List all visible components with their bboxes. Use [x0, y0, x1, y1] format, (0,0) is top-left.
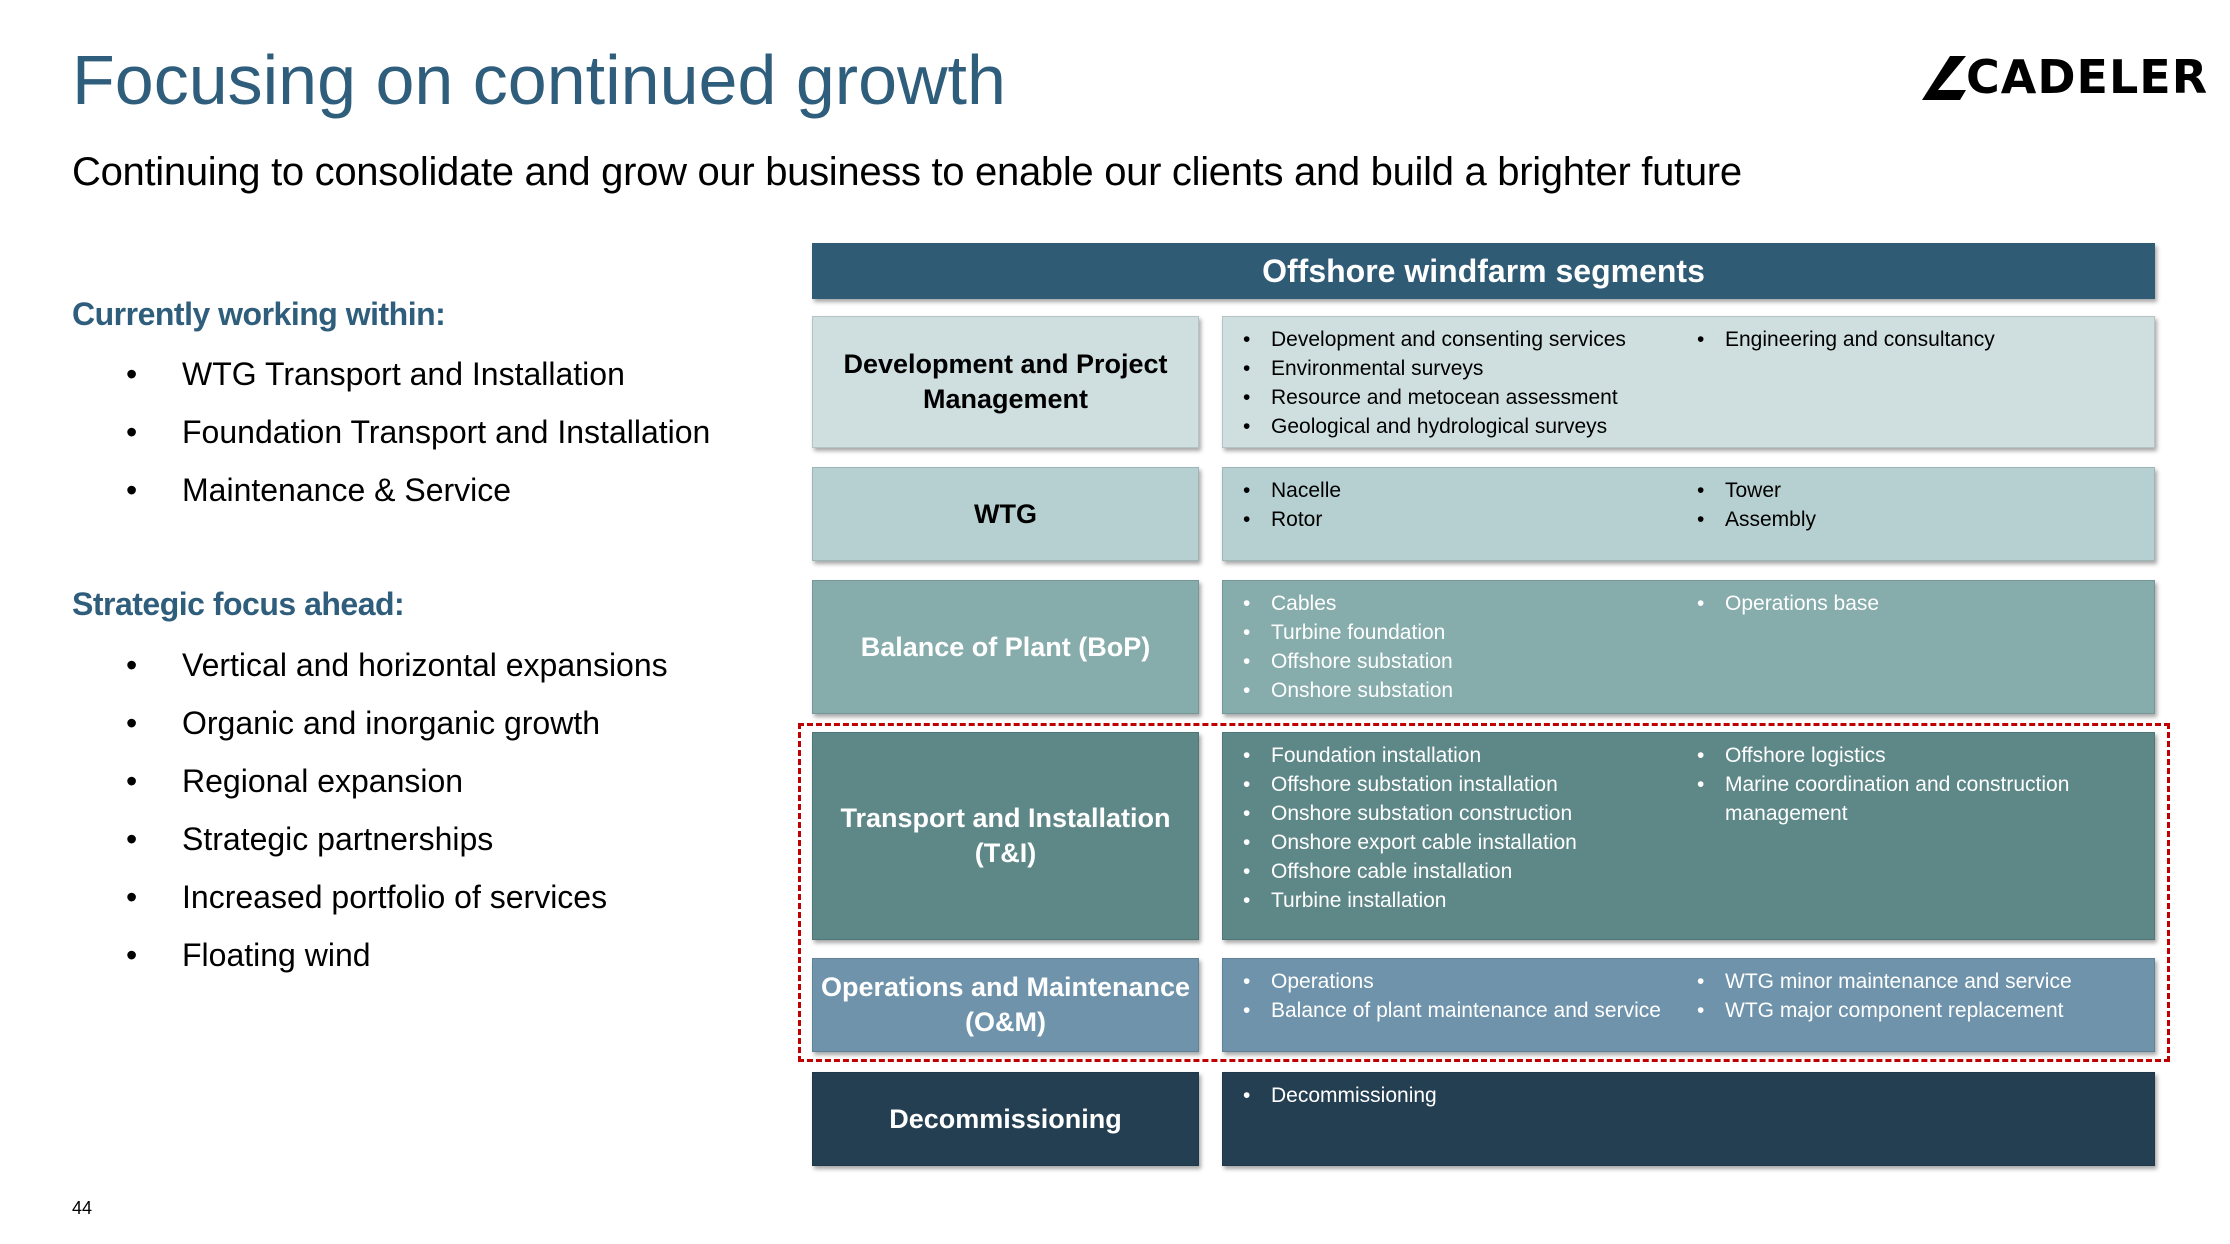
segment-detail-development: Development and consenting services Envi… — [1222, 316, 2155, 448]
page-number: 44 — [72, 1198, 93, 1218]
list-item: WTG Transport and Installation — [126, 345, 710, 403]
segment-detail-om: Operations Balance of plant maintenance … — [1222, 958, 2155, 1052]
list-item: Onshore export cable installation — [1237, 828, 1677, 857]
list-item: Nacelle — [1237, 476, 1677, 505]
list-item: Strategic partnerships — [126, 810, 668, 868]
list-item: Foundation Transport and Installation — [126, 403, 710, 461]
list-item: Geological and hydrological surveys — [1237, 412, 1677, 441]
current-heading: Currently working within: — [72, 296, 446, 332]
list-item: Operations — [1237, 967, 1677, 996]
list-item: Foundation installation — [1237, 741, 1677, 770]
logo-mark-icon — [1922, 56, 1966, 100]
segment-label-wtg: WTG — [812, 467, 1199, 561]
segment-detail-wtg: Nacelle Rotor Tower Assembly — [1222, 467, 2155, 561]
focus-highlight-box — [798, 723, 2170, 1062]
list-item: Floating wind — [126, 926, 668, 984]
page-title: Focusing on continued growth — [72, 41, 1006, 119]
list-item: Turbine installation — [1237, 886, 1677, 915]
list-item: WTG minor maintenance and service — [1691, 967, 2151, 996]
list-item: Onshore substation — [1237, 676, 1677, 705]
segment-label-om: Operations and Maintenance (O&M) — [812, 958, 1199, 1052]
list-item: Decommissioning — [1237, 1081, 1677, 1110]
list-item: Onshore substation construction — [1237, 799, 1677, 828]
list-item: Assembly — [1691, 505, 2151, 534]
segments-header: Offshore windfarm segments — [812, 243, 2155, 299]
logo-text: CADELER — [1966, 50, 2209, 104]
page-subtitle: Continuing to consolidate and grow our b… — [72, 150, 1742, 194]
list-item: Organic and inorganic growth — [126, 694, 668, 752]
list-item: Marine coordination and construction man… — [1691, 770, 2125, 828]
segment-detail-ti: Foundation installation Offshore substat… — [1222, 732, 2155, 940]
list-item: Balance of plant maintenance and service — [1237, 996, 1677, 1025]
list-item: WTG major component replacement — [1691, 996, 2151, 1025]
list-item: Cables — [1237, 589, 1677, 618]
list-item: Offshore substation — [1237, 647, 1677, 676]
list-item: Development and consenting services — [1237, 325, 1677, 354]
list-item: Rotor — [1237, 505, 1677, 534]
list-item: Increased portfolio of services — [126, 868, 668, 926]
segment-label-decommissioning: Decommissioning — [812, 1072, 1199, 1166]
list-item: Operations base — [1691, 589, 2151, 618]
list-item: Vertical and horizontal expansions — [126, 636, 668, 694]
list-item: Tower — [1691, 476, 2151, 505]
current-list: WTG Transport and Installation Foundatio… — [126, 345, 710, 519]
list-item: Offshore cable installation — [1237, 857, 1677, 886]
segment-label-ti: Transport and Installation (T&I) — [812, 732, 1199, 940]
list-item: Environmental surveys — [1237, 354, 1677, 383]
list-item: Turbine foundation — [1237, 618, 1677, 647]
list-item: Offshore substation installation — [1237, 770, 1677, 799]
cadeler-logo: CADELER — [1922, 50, 2207, 104]
list-item: Offshore logistics — [1691, 741, 2151, 770]
segment-detail-bop: Cables Turbine foundation Offshore subst… — [1222, 580, 2155, 714]
list-item: Regional expansion — [126, 752, 668, 810]
strategic-list: Vertical and horizontal expansions Organ… — [126, 636, 668, 984]
list-item: Maintenance & Service — [126, 461, 710, 519]
segment-detail-decommissioning: Decommissioning — [1222, 1072, 2155, 1166]
segment-label-bop: Balance of Plant (BoP) — [812, 580, 1199, 714]
segment-label-development: Development and Project Management — [812, 316, 1199, 448]
list-item: Resource and metocean assessment — [1237, 383, 1677, 412]
list-item: Engineering and consultancy — [1691, 325, 2151, 354]
strategic-heading: Strategic focus ahead: — [72, 586, 405, 622]
